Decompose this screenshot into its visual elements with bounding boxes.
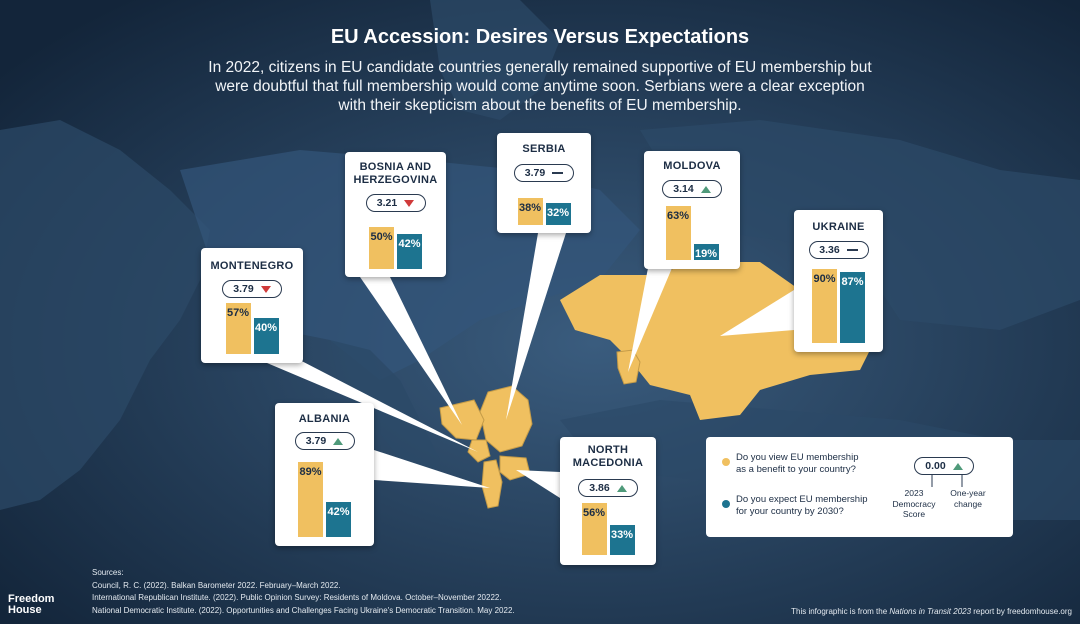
democracy-score: 3.14	[673, 183, 694, 195]
democracy-score: 3.36	[819, 244, 840, 256]
callout-pointer-macedonia	[516, 470, 560, 498]
legend: Do you view EU membership as a benefit t…	[706, 437, 1013, 537]
western-europe-land	[0, 120, 210, 510]
democracy-score-pill: 3.14	[662, 180, 722, 198]
expect-bar: 42%	[397, 234, 422, 269]
country-name: NORTH MACEDONIA	[572, 444, 644, 469]
sources-heading: Sources:	[92, 568, 124, 577]
down-arrow-icon	[404, 199, 415, 207]
legend-change-caption: One-year change	[950, 488, 986, 509]
expect-bar: 33%	[609, 525, 635, 555]
down-arrow-icon	[260, 285, 271, 293]
legend-benefit-text: Do you view EU membership as a benefit t…	[736, 452, 859, 475]
callout-pointer-ukraine	[720, 290, 794, 336]
no-change-dash-icon	[552, 172, 564, 174]
legend-benefit-dot	[722, 458, 730, 466]
up-arrow-icon	[952, 462, 963, 470]
bar-value-label: 87%	[841, 276, 864, 288]
expect-bar: 32%	[545, 203, 571, 225]
country-card-montenegro: MONTENEGRO 3.79 57% 40%	[201, 248, 303, 363]
country-name: MONTENEGRO	[210, 260, 294, 272]
country-card-north-macedonia: NORTH MACEDONIA 3.86 56% 33%	[560, 437, 656, 565]
bar-value-label: 38%	[518, 202, 542, 214]
country-name: BOSNIA AND HERZEGOVINA	[353, 161, 438, 186]
callout-pointer-moldova	[628, 268, 672, 372]
country-name: SERBIA	[522, 143, 566, 155]
democracy-score-pill: 3.36	[808, 241, 869, 259]
source-line: National Democratic Institute. (2022). O…	[92, 605, 515, 615]
sources: Sources: Council, R. C. (2022). Balkan B…	[92, 567, 515, 617]
benefit-bar: 90%	[812, 269, 837, 343]
expect-bar: 42%	[326, 502, 351, 537]
expect-bar: 40%	[253, 318, 279, 354]
country-name: ALBANIA	[298, 413, 351, 425]
bar-value-label: 57%	[226, 307, 250, 319]
scandinavia-land	[430, 0, 560, 120]
country-name: MOLDOVA	[663, 160, 721, 172]
bar-value-label: 63%	[666, 210, 690, 222]
source-line: International Republican Institute. (202…	[92, 593, 502, 602]
page-subtitle: In 2022, citizens in EU candidate countr…	[208, 59, 872, 114]
democracy-score: 3.86	[589, 482, 610, 494]
bar-value-label: 42%	[327, 506, 350, 518]
benefit-bar: 57%	[225, 303, 251, 354]
country-card-bosnia: BOSNIA AND HERZEGOVINA 3.21 50% 42%	[345, 152, 446, 277]
logo-line2: House	[8, 604, 42, 616]
footer-prefix: This infographic is from the	[791, 607, 890, 616]
no-change-dash-icon	[846, 249, 858, 251]
democracy-score-pill: 3.79	[514, 164, 574, 182]
country-card-ukraine: UKRAINE 3.36 90% 87%	[794, 210, 883, 352]
expect-bar: 87%	[840, 272, 865, 343]
country-card-moldova: MOLDOVA 3.14 63% 19%	[644, 151, 740, 269]
democracy-score-pill: 3.21	[365, 194, 426, 212]
democracy-score-pill: 3.79	[294, 432, 355, 450]
bar-value-label: 33%	[610, 529, 634, 541]
democracy-score-pill: 3.86	[578, 479, 638, 497]
up-arrow-icon	[616, 484, 627, 492]
country-card-serbia: SERBIA 3.79 38% 32%	[497, 133, 591, 233]
legend-example-score: 0.00	[925, 460, 946, 472]
callout-pointer-bosnia	[360, 277, 462, 425]
legend-score-caption: 2023 Democracy Score	[892, 488, 936, 519]
legend-expect-dot	[722, 500, 730, 508]
footer-note: This infographic is from the Nations in …	[791, 607, 1072, 616]
bar-value-label: 56%	[582, 507, 606, 519]
bar-value-label: 50%	[370, 231, 393, 243]
democracy-score: 3.21	[376, 197, 398, 209]
legend-expect-text: Do you expect EU membership for your cou…	[736, 494, 868, 517]
callout-pointer-albania	[374, 450, 490, 488]
callout-pointer-serbia	[506, 233, 566, 420]
democracy-score-pill: 3.79	[222, 280, 282, 298]
country-name: UKRAINE	[812, 221, 865, 233]
benefit-bar: 56%	[581, 503, 607, 555]
freedom-house-logo: Freedom House	[8, 594, 54, 616]
legend-connector-lines	[931, 475, 963, 487]
bar-value-label: 32%	[546, 207, 570, 219]
democracy-score: 3.79	[524, 167, 546, 179]
footer-suffix: report by freedomhouse.org	[971, 607, 1072, 616]
country-card-albania: ALBANIA 3.79 89% 42%	[275, 403, 374, 546]
benefit-bar: 50%	[369, 227, 394, 269]
source-line: Council, R. C. (2022). Balkan Barometer …	[92, 580, 341, 590]
bar-value-label: 19%	[694, 248, 718, 260]
up-arrow-icon	[333, 437, 344, 445]
expect-bar: 19%	[693, 244, 719, 260]
benefit-bar: 63%	[665, 206, 691, 260]
bar-value-label: 40%	[254, 322, 278, 334]
logo-line1: Freedom	[8, 593, 55, 605]
up-arrow-icon	[700, 185, 711, 193]
benefit-bar: 38%	[517, 198, 543, 225]
footer-report: Nations in Transit 2023	[889, 607, 972, 616]
democracy-score: 3.79	[233, 283, 254, 295]
page-title: EU Accession: Desires Versus Expectation…	[330, 26, 750, 48]
montenegro-shape	[467, 439, 491, 463]
democracy-score: 3.79	[305, 435, 327, 447]
bar-value-label: 42%	[398, 238, 421, 250]
bar-value-label: 90%	[813, 273, 836, 285]
benefit-bar: 89%	[298, 462, 323, 537]
bar-value-label: 89%	[299, 466, 322, 478]
legend-example-pill: 0.00	[914, 457, 974, 475]
